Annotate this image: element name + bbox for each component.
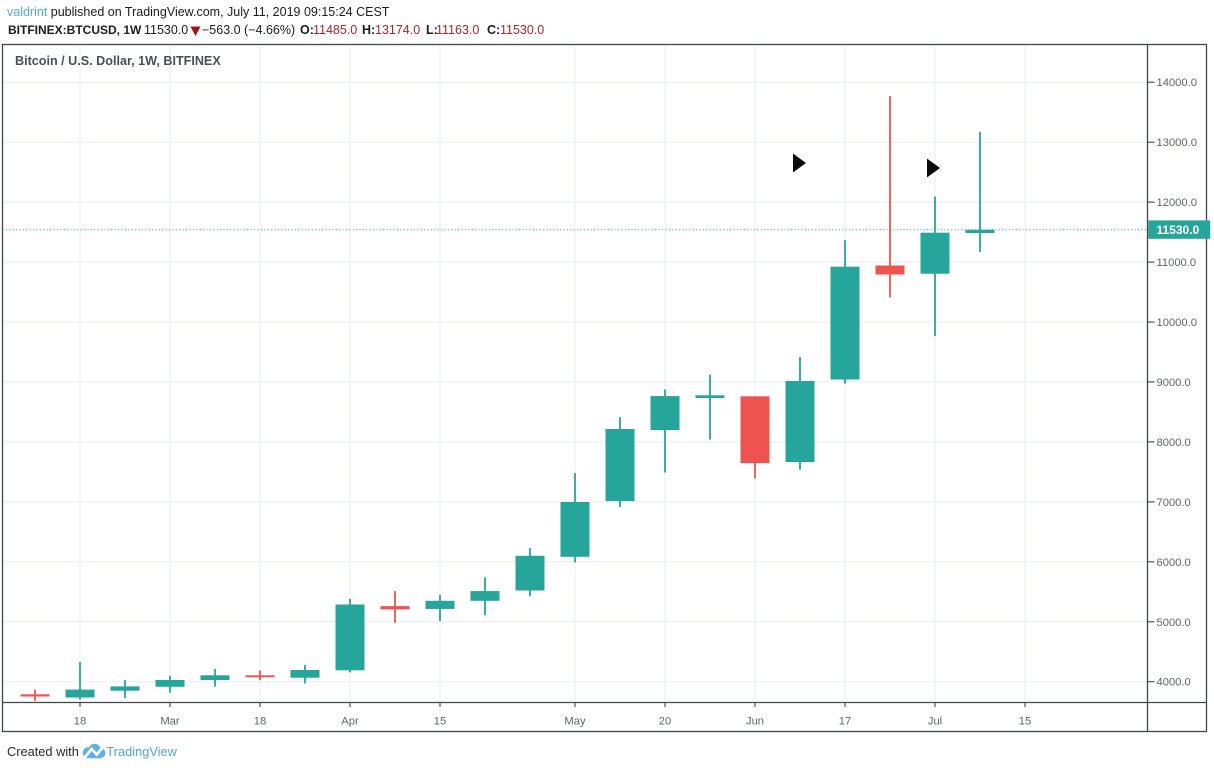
svg-text:Jun: Jun (746, 716, 764, 728)
svg-text:20: 20 (659, 716, 671, 728)
svg-text:18: 18 (254, 716, 266, 728)
svg-text:Jul: Jul (928, 716, 942, 728)
svg-text:15: 15 (434, 716, 446, 728)
svg-text:4000.0: 4000.0 (1157, 677, 1191, 689)
svg-text:15: 15 (1019, 716, 1031, 728)
svg-text:18: 18 (74, 716, 86, 728)
svg-text:14000.0: 14000.0 (1157, 77, 1197, 89)
svg-text:8000.0: 8000.0 (1157, 437, 1191, 449)
svg-text:6000.0: 6000.0 (1157, 557, 1191, 569)
svg-text:7000.0: 7000.0 (1157, 497, 1191, 509)
svg-text:9000.0: 9000.0 (1157, 377, 1191, 389)
svg-text:12000.0: 12000.0 (1157, 197, 1197, 209)
svg-text:May: May (564, 716, 586, 728)
svg-text:5000.0: 5000.0 (1157, 617, 1191, 629)
svg-text:17: 17 (839, 716, 851, 728)
svg-text:Bitcoin / U.S. Dollar, 1W, BIT: Bitcoin / U.S. Dollar, 1W, BITFINEX (15, 54, 221, 68)
svg-text:Apr: Apr (341, 716, 359, 728)
svg-text:10000.0: 10000.0 (1157, 317, 1197, 329)
svg-text:11530.0: 11530.0 (1157, 223, 1200, 237)
svg-text:13000.0: 13000.0 (1157, 137, 1197, 149)
svg-text:11000.0: 11000.0 (1157, 257, 1197, 269)
svg-text:Mar: Mar (160, 716, 180, 728)
